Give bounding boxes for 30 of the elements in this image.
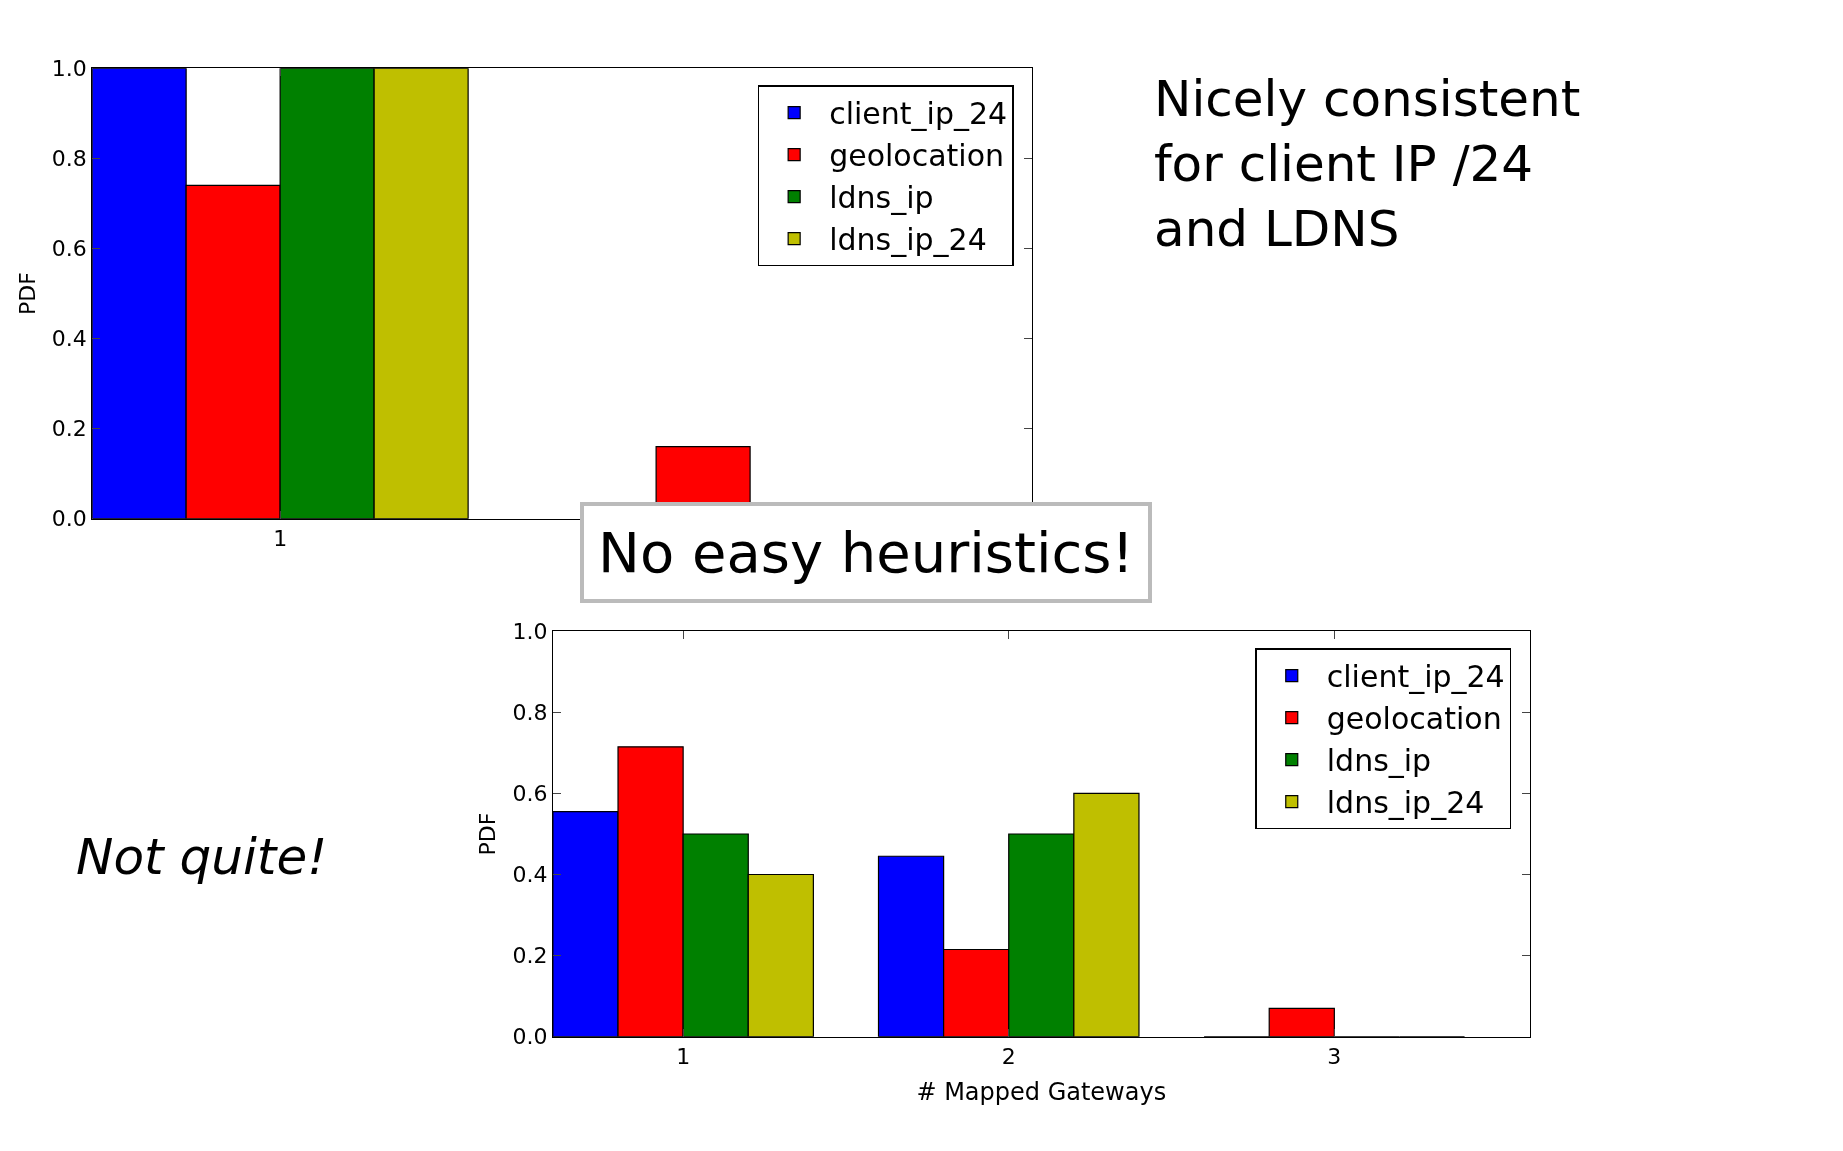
legend-label: geolocation — [829, 138, 1005, 174]
text: Not quite! — [76, 828, 328, 886]
y-tick-label: 0.8 — [512, 700, 548, 726]
legend-label: client_ip_24 — [829, 96, 1008, 132]
legend-label: ldns_ip — [1326, 743, 1432, 779]
legend-label: ldns_ip — [829, 180, 934, 216]
y-tick-label: 1.0 — [51, 56, 87, 81]
y-tick-label: 0.4 — [512, 862, 548, 888]
y-tick-label: 1.0 — [512, 619, 548, 644]
text: Nicely consistent for client IP /24 and LDNS — [1154, 70, 1581, 258]
y-tick-label: 0.6 — [512, 781, 548, 807]
x-axis-title: # Mapped Gateways — [916, 1078, 1167, 1107]
legend-label: ldns_ip_24 — [1326, 785, 1485, 821]
y-tick-label: 0.4 — [51, 326, 87, 352]
legend-label: geolocation — [1326, 701, 1502, 737]
x-tick-label: 3 — [1327, 1044, 1342, 1070]
legend-label: client_ip_24 — [1326, 659, 1505, 695]
y-tick-label: 0.8 — [51, 146, 87, 172]
y-tick-label: 0.2 — [512, 943, 548, 969]
y-axis-title: PDF — [14, 272, 40, 315]
y-axis-title: PDF — [475, 812, 501, 856]
x-tick-label: 1 — [676, 1044, 691, 1070]
legend-label: ldns_ip_24 — [829, 222, 987, 258]
y-tick-label: 0.2 — [51, 416, 87, 442]
x-tick-label: 1 — [273, 526, 288, 552]
y-tick-label: 0.0 — [51, 506, 87, 532]
y-tick-label: 0.0 — [512, 1024, 548, 1050]
text: No easy heuristics! — [598, 520, 1134, 585]
x-tick-label: 2 — [1001, 1044, 1016, 1070]
y-tick-label: 0.6 — [51, 236, 87, 262]
